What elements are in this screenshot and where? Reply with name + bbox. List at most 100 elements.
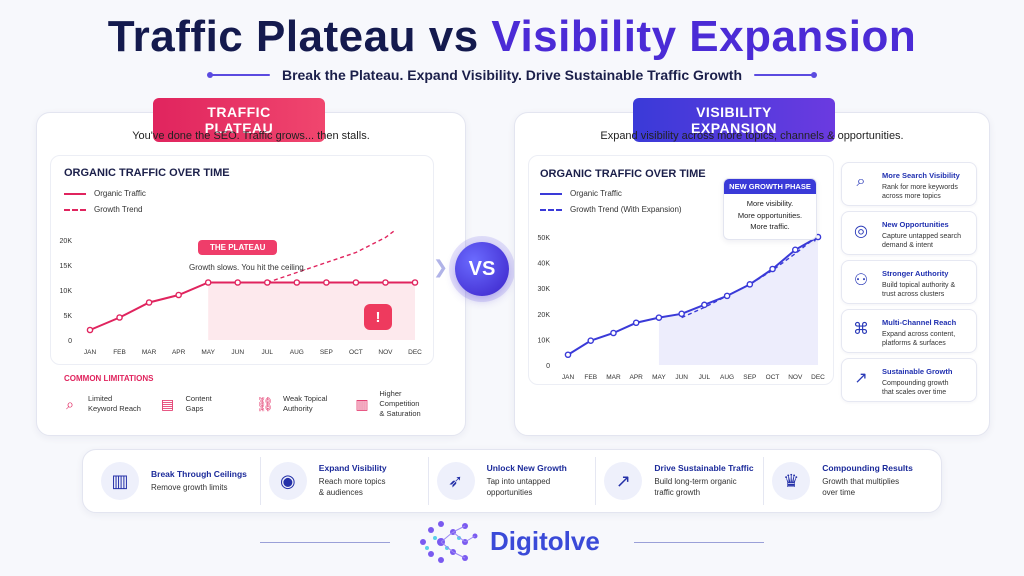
y-tick-label: 20K	[60, 238, 73, 245]
outcome-desc: Tap into untapped opportunities	[486, 477, 551, 497]
benefit-card: ◎ New Opportunities Capture untapped searc…	[841, 211, 977, 255]
x-tick-label: DEC	[811, 374, 825, 381]
plateau-chart-title: ORGANIC TRAFFIC OVER TIME	[64, 167, 230, 179]
x-tick-label: APR	[629, 374, 643, 381]
expansion-legend-trend: Growth Trend (With Expansion)	[540, 205, 682, 214]
outcome-text: Unlock New Growth Tap into untapped oppor…	[487, 463, 567, 499]
bar-chart-icon: ▥	[101, 462, 139, 500]
outcome-text: Drive Sustainable Traffic Build long-term…	[654, 463, 753, 499]
benefit-cards: ⌕ More Search Visibility Rank for more key…	[841, 162, 977, 402]
y-tick-label: 30K	[538, 286, 551, 293]
data-point	[116, 314, 123, 321]
benefit-card-text: Stronger Authority Build topical authorit…	[882, 269, 955, 298]
x-tick-label: OCT	[349, 349, 363, 356]
expansion-caption: Expand visibility across more topics, ch…	[600, 130, 904, 142]
outcome-text: Compounding Results Growth that multiplie…	[822, 463, 913, 499]
x-tick-label: JAN	[84, 349, 97, 356]
x-tick-label: JUN	[231, 349, 244, 356]
x-tick-label: JUN	[675, 374, 688, 381]
outcome-desc: Build long-term organic traffic growth	[654, 477, 737, 497]
benefit-card-title: Stronger Authority	[882, 269, 949, 278]
outcome-item: ↗ Drive Sustainable Traffic Build long-ter…	[596, 457, 765, 505]
footer-line-left	[260, 542, 390, 543]
x-tick-label: JUL	[699, 374, 711, 381]
growth-phase-label: NEW GROWTH PHASE	[724, 179, 816, 194]
growth-phase-lines: More visibility. More opportunities. Mor…	[737, 199, 803, 232]
x-tick-label: JUL	[261, 349, 273, 356]
y-tick-label: 0	[546, 363, 550, 370]
plateau-badge: TRAFFIC PLATEAU	[153, 98, 325, 142]
outcome-title: Compounding Results	[822, 463, 913, 474]
data-point	[564, 351, 572, 359]
outcome-title: Break Through Ceilings	[151, 468, 247, 479]
data-point	[382, 279, 389, 286]
benefit-card-desc: Expand across content, platforms & surfa…	[882, 331, 956, 348]
limitation-item: ▤ Content Gaps	[158, 387, 246, 421]
brand-logo-icon	[420, 521, 478, 563]
outcome-title: Drive Sustainable Traffic	[654, 463, 754, 474]
target-icon: ◎	[854, 223, 868, 240]
legend-swatch-dashed	[64, 208, 86, 211]
x-tick-label: FEB	[584, 374, 597, 381]
data-point	[352, 279, 360, 286]
limitation-text: Higher Competition & Saturation	[379, 388, 421, 419]
x-tick-label: AUG	[290, 349, 304, 356]
benefit-card: ⚇ Stronger Authority Build topical authori…	[841, 260, 977, 304]
benefit-card: ↗ Sustainable Growth Compounding growth th…	[841, 358, 977, 402]
data-point	[655, 314, 663, 321]
plateau-legend-organic: Organic Traffic	[64, 189, 146, 198]
data-point	[411, 279, 419, 286]
limitation-item: ⌕ Limited Keyword Reach	[60, 387, 148, 421]
y-tick-label: 10K	[60, 288, 73, 295]
traffic-line	[567, 236, 819, 356]
data-point	[323, 279, 330, 286]
data-point	[175, 291, 182, 299]
data-point	[86, 326, 94, 334]
limitation-item: ⛓ Weak Topical Authority	[255, 387, 343, 421]
data-point	[145, 299, 153, 306]
limitation-text: Weak Topical Authority	[283, 393, 328, 413]
outcome-desc: Reach more topics & audiences	[318, 477, 386, 497]
limitation-text: Content Gaps	[185, 393, 212, 413]
benefit-card-desc: Rank for more keywords across more topic…	[882, 184, 958, 201]
y-tick-label: 0	[68, 338, 72, 345]
brand-name: Digitolve	[490, 526, 600, 556]
warning-icon: !	[364, 304, 392, 330]
eye-icon: ◉	[268, 462, 307, 500]
limitations-title: COMMON LIMITATIONS	[64, 374, 154, 383]
legend-swatch-solid	[540, 192, 562, 195]
benefit-card-desc: Compounding growth that scales over time	[882, 380, 949, 397]
subtitle-row: Break the Plateau. Expand Visibility. Dr…	[0, 67, 1024, 83]
x-tick-label: JAN	[562, 374, 575, 381]
benefit-card-text: Sustainable Growth Compounding growth tha…	[882, 367, 952, 396]
benefit-card-title: Multi-Channel Reach	[882, 318, 957, 327]
benefit-card-title: New Opportunities	[882, 220, 949, 229]
vs-badge: VS	[455, 242, 509, 296]
x-tick-label: MAR	[606, 374, 621, 381]
data-point	[769, 265, 776, 273]
outcome-title: Unlock New Growth	[486, 463, 567, 474]
outcome-item: ♛ Compounding Results Growth that multipli…	[764, 457, 931, 505]
trend-line	[267, 230, 397, 284]
data-point	[587, 337, 595, 344]
limitation-text: Limited Keyword Reach	[88, 393, 141, 413]
traffic-line	[89, 281, 415, 331]
expansion-badge: VISIBILITY EXPANSION	[633, 98, 835, 142]
shaded-region	[208, 282, 415, 340]
network-icon: ⌘	[853, 321, 869, 338]
subtitle-line-left	[206, 72, 270, 78]
trophy-icon: ♛	[772, 462, 811, 500]
benefit-card: ⌘ Multi-Channel Reach Expand across conten…	[841, 309, 977, 353]
data-point	[723, 292, 731, 300]
x-tick-label: AUG	[720, 374, 734, 381]
outcomes-strip: ▥ Break Through Ceilings Remove growth lim…	[82, 449, 942, 513]
outcome-text: Break Through Ceilings Remove growth limi…	[151, 469, 247, 494]
outcome-text: Expand Visibility Reach more topics & aud…	[319, 463, 387, 499]
plateau-note: Growth slows. You hit the ceiling.	[189, 263, 306, 272]
outcome-item: ▥ Break Through Ceilings Remove growth lim…	[93, 457, 261, 505]
shaded-region	[658, 237, 818, 365]
x-tick-label: DEC	[408, 349, 422, 356]
benefit-card-text: New Opportunities Capture untapped search…	[882, 220, 961, 249]
growth-phase-callout: NEW GROWTH PHASE More visibility. More o…	[723, 178, 817, 240]
x-tick-label: MAR	[142, 349, 157, 356]
